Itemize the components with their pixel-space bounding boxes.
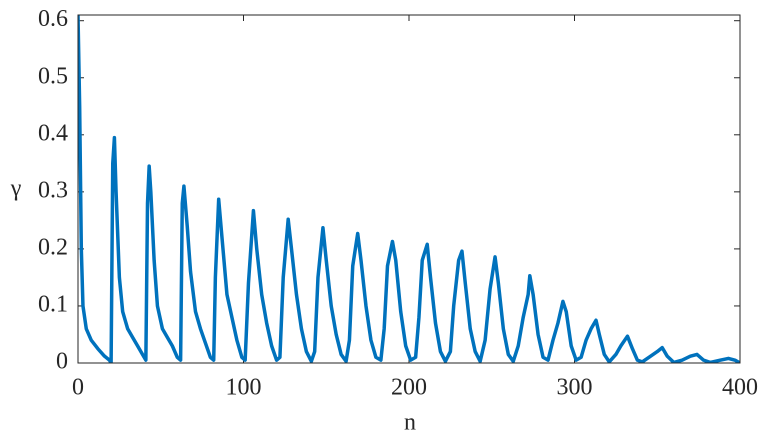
x-tick-label: 0 [72, 375, 84, 401]
y-axis-label: γ [10, 176, 22, 202]
y-tick-label: 0 [56, 349, 68, 375]
axes-box [77, 14, 741, 364]
plot-area [78, 15, 740, 363]
x-tick-label: 100 [226, 375, 262, 401]
data-line [78, 15, 740, 363]
y-tick-label: 0.3 [38, 177, 68, 203]
y-tick-label: 0.4 [38, 120, 68, 146]
y-tick-label: 0.5 [38, 63, 68, 89]
x-tick-label: 400 [722, 375, 758, 401]
y-tick-label: 0.6 [38, 6, 68, 32]
x-tick-label: 200 [391, 375, 427, 401]
x-tick-label: 300 [557, 375, 593, 401]
y-tick-label: 0.1 [38, 291, 68, 317]
y-tick-label: 0.2 [38, 234, 68, 260]
x-axis-label: n [404, 410, 416, 436]
